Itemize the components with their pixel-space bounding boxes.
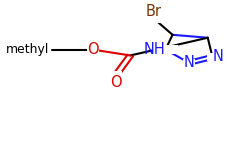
Bar bbox=[87, 46, 99, 53]
Text: methyl: methyl bbox=[6, 43, 49, 56]
Bar bbox=[110, 71, 122, 78]
Text: NH: NH bbox=[144, 42, 166, 57]
Bar bbox=[152, 45, 178, 54]
Bar bbox=[206, 53, 218, 61]
Text: N: N bbox=[212, 50, 223, 64]
Text: Br: Br bbox=[146, 4, 162, 19]
Text: N: N bbox=[184, 55, 194, 70]
Text: O: O bbox=[110, 75, 122, 90]
Text: O: O bbox=[87, 42, 99, 57]
Bar bbox=[144, 14, 163, 23]
Bar bbox=[183, 59, 195, 67]
